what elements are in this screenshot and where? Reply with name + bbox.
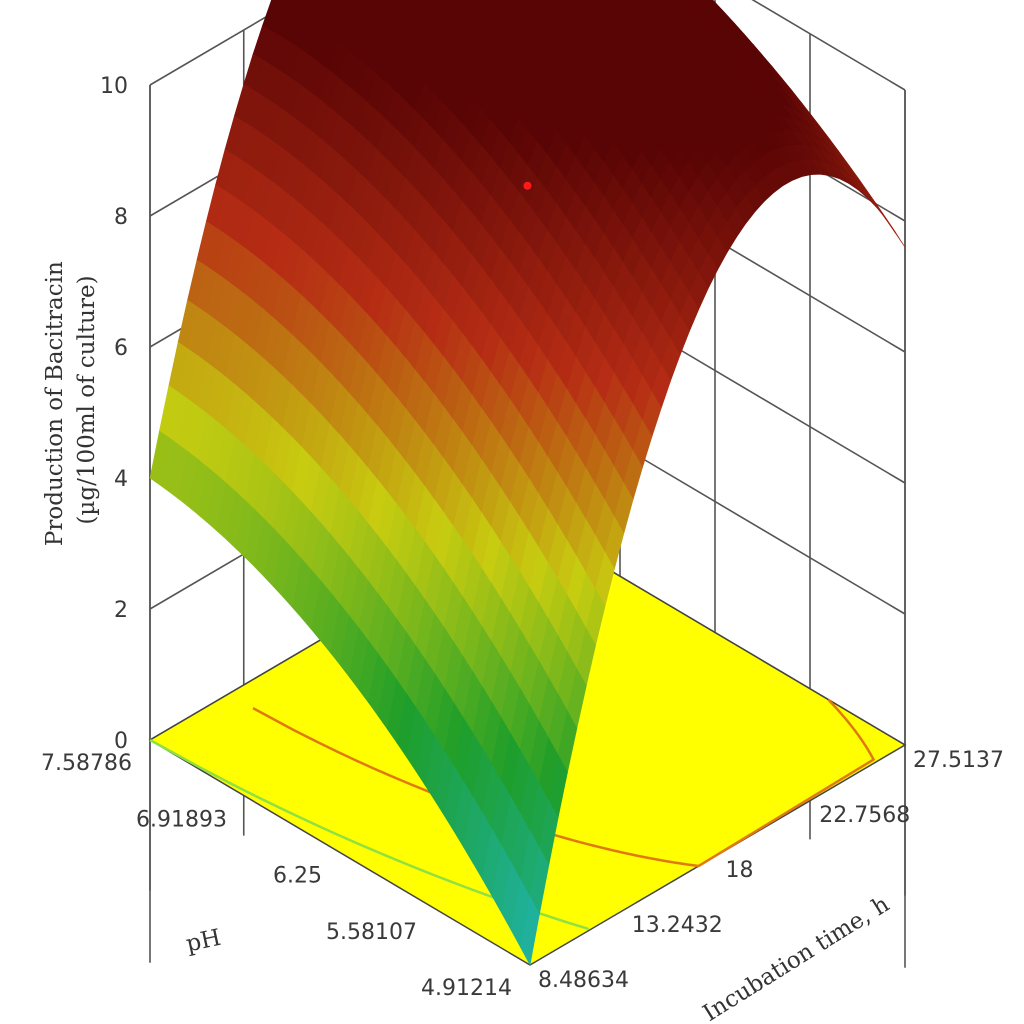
surface-facet [543,0,549,4]
left-wall-gridline [751,0,906,91]
x-tick-label: 13.2432 [632,913,723,938]
z-axis-title: Production of Bacitracin (µg/100ml of cu… [42,254,100,546]
contour-line [149,738,589,931]
response-surface [149,0,906,966]
y-tick-label: 4.91214 [421,976,512,1001]
axis-labels: 0 2 4 6 8 10 4.91214 5.58107 6.25 6.91893 7.58786 8… [41,74,1004,1001]
z-tick-label: 6 [114,336,128,361]
surface-facet [520,895,540,966]
z-axis-title-line2: (µg/100ml of culture) [74,275,100,524]
y-tick-label: 7.58786 [41,751,132,776]
z-tick-label: 8 [114,205,128,230]
x-tick-label: 22.7568 [819,803,910,828]
z-axis-title-line1: Production of Bacitracin [42,261,68,546]
y-tick-label: 5.58107 [326,920,417,945]
y-tick-label: 6.91893 [136,807,227,832]
z-tick-label: 4 [114,467,128,492]
z-tick-label: 10 [100,74,128,99]
y-axis-title: pH [184,925,223,958]
x-tick-label: 8.48634 [538,968,629,993]
z-tick-label: 0 [114,729,128,754]
x-tick-label: 18 [726,858,754,883]
design-point [523,181,532,190]
z-tick-label: 2 [114,598,128,623]
surface-facet [494,0,502,5]
x-tick-label: 27.5137 [913,748,1004,773]
right-wall-gridline [149,0,297,86]
x-axis-title: Incubation time, h [699,891,894,1024]
y-tick-label: 6.25 [273,864,322,889]
